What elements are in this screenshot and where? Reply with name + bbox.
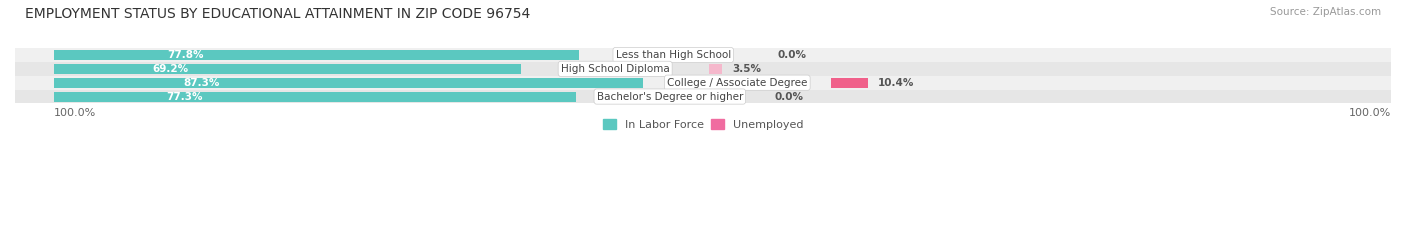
- Text: Source: ZipAtlas.com: Source: ZipAtlas.com: [1270, 7, 1381, 17]
- Text: 0.0%: 0.0%: [775, 92, 803, 102]
- Text: 77.8%: 77.8%: [167, 50, 204, 60]
- Bar: [15, 48, 1391, 62]
- Text: 100.0%: 100.0%: [53, 108, 96, 118]
- Bar: [53, 50, 579, 60]
- Text: 69.2%: 69.2%: [153, 64, 188, 74]
- Text: 100.0%: 100.0%: [1348, 108, 1391, 118]
- Text: High School Diploma: High School Diploma: [561, 64, 669, 74]
- Bar: [15, 76, 1391, 90]
- Bar: [53, 78, 643, 88]
- Text: EMPLOYMENT STATUS BY EDUCATIONAL ATTAINMENT IN ZIP CODE 96754: EMPLOYMENT STATUS BY EDUCATIONAL ATTAINM…: [25, 7, 530, 21]
- Text: 77.3%: 77.3%: [166, 92, 202, 102]
- Bar: [53, 92, 575, 102]
- Bar: [53, 64, 522, 74]
- Text: Less than High School: Less than High School: [616, 50, 731, 60]
- Bar: [709, 64, 721, 74]
- Text: 87.3%: 87.3%: [183, 78, 219, 88]
- Legend: In Labor Force, Unemployed: In Labor Force, Unemployed: [598, 115, 808, 134]
- Text: 0.0%: 0.0%: [778, 50, 807, 60]
- Bar: [831, 78, 868, 88]
- Bar: [15, 90, 1391, 103]
- Text: 10.4%: 10.4%: [879, 78, 915, 88]
- Text: 3.5%: 3.5%: [733, 64, 761, 74]
- Text: College / Associate Degree: College / Associate Degree: [668, 78, 807, 88]
- Text: Bachelor's Degree or higher: Bachelor's Degree or higher: [596, 92, 742, 102]
- Bar: [15, 62, 1391, 76]
